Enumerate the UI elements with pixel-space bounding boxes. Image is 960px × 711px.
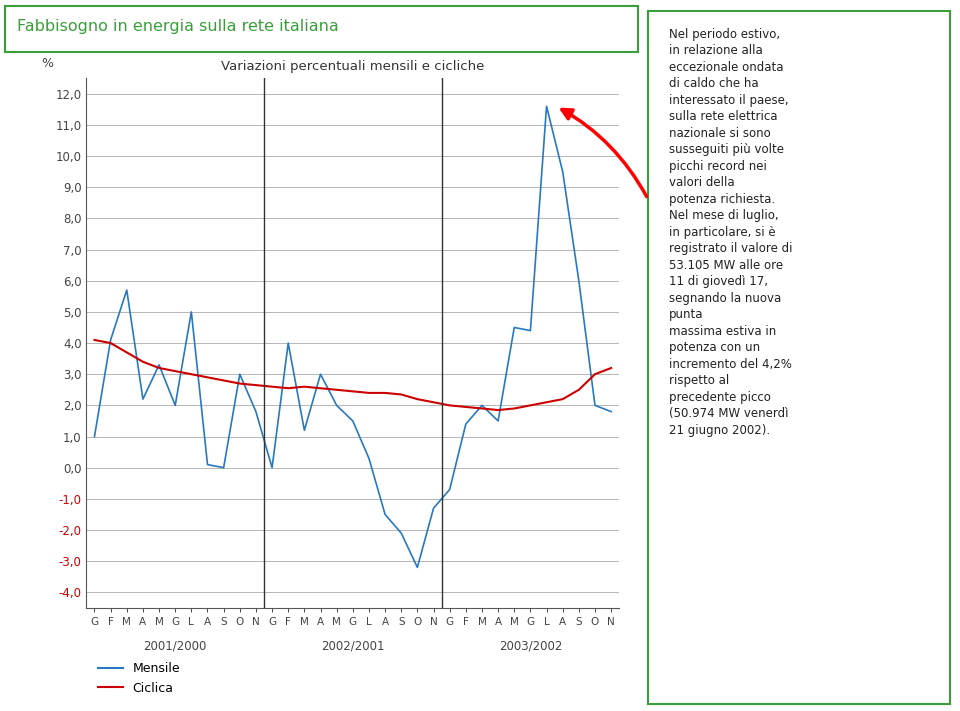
Text: 2001/2000: 2001/2000	[143, 639, 207, 652]
Title: Variazioni percentuali mensili e cicliche: Variazioni percentuali mensili e ciclich…	[221, 60, 485, 73]
Text: %: %	[41, 58, 53, 70]
Text: 2003/2002: 2003/2002	[498, 639, 563, 652]
Text: 2002/2001: 2002/2001	[321, 639, 385, 652]
Text: Fabbisogno in energia sulla rete italiana: Fabbisogno in energia sulla rete italian…	[17, 18, 339, 34]
Legend: Mensile, Ciclica: Mensile, Ciclica	[93, 658, 185, 700]
Text: Nel periodo estivo,
in relazione alla
eccezionale ondata
di caldo che ha
interes: Nel periodo estivo, in relazione alla ec…	[669, 28, 793, 437]
